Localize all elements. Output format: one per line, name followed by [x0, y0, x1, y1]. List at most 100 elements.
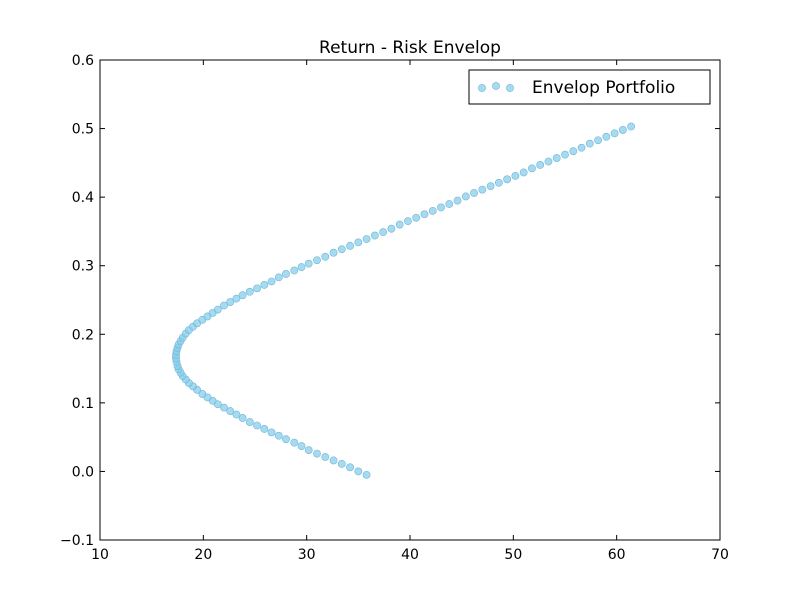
- y-tick-label: −0.1: [60, 533, 94, 549]
- data-point: [245, 287, 254, 296]
- data-point: [346, 463, 354, 472]
- data-point: [404, 217, 412, 226]
- x-tick-label: 10: [91, 547, 109, 563]
- data-point: [445, 200, 454, 208]
- legend-marker: [506, 84, 514, 92]
- data-point: [387, 224, 396, 233]
- data-point: [337, 245, 346, 254]
- x-tick-label: 40: [401, 547, 419, 563]
- data-point: [232, 294, 241, 303]
- data-point: [267, 428, 276, 437]
- data-point: [552, 154, 561, 162]
- data-point: [220, 403, 228, 412]
- y-tick-label: 0.0: [72, 464, 94, 480]
- y-tick-label: 0.2: [72, 327, 94, 343]
- data-point: [226, 407, 235, 415]
- y-tick-label: 0.5: [72, 122, 94, 138]
- y-tick-label: 0.1: [72, 396, 94, 412]
- x-tick-label: 50: [504, 547, 522, 563]
- data-point: [561, 150, 569, 159]
- data-point: [362, 470, 371, 479]
- y-tick-label: 0.6: [72, 53, 94, 69]
- x-tick-label: 20: [194, 547, 212, 563]
- data-point: [260, 425, 269, 433]
- data-point: [313, 449, 321, 458]
- data-point: [428, 206, 437, 215]
- data-point: [260, 281, 269, 289]
- data-point: [329, 456, 338, 465]
- legend-marker-group: [478, 82, 514, 92]
- axis-ticks: 10 20 30 40 50 60 70 −0.1 0.0 0.1 0.2 0.3 0.4 0.5 0.6: [60, 53, 729, 563]
- data-point: [461, 192, 470, 201]
- data-point: [470, 189, 478, 197]
- data-point: [494, 178, 503, 187]
- data-point: [585, 139, 594, 148]
- data-point: [602, 132, 611, 141]
- data-point: [321, 252, 330, 261]
- x-tick-label: 60: [608, 547, 626, 563]
- data-point: [503, 175, 512, 184]
- data-point: [238, 291, 247, 300]
- x-tick-label: 70: [711, 547, 729, 563]
- data-point: [304, 446, 313, 455]
- data-point: [238, 414, 247, 422]
- plot-frame: [99, 59, 721, 541]
- data-point: [519, 168, 528, 177]
- legend-marker: [478, 84, 486, 92]
- data-point: [370, 231, 379, 240]
- data-point: [627, 122, 636, 131]
- data-point: [536, 161, 545, 169]
- data-point: [232, 410, 241, 419]
- data-points: [172, 122, 636, 479]
- data-point: [198, 390, 207, 398]
- data-point: [290, 438, 299, 447]
- data-point: [528, 164, 536, 173]
- data-point: [304, 259, 313, 268]
- data-point: [395, 220, 404, 229]
- data-point: [478, 185, 487, 194]
- data-point: [297, 263, 306, 271]
- data-point: [362, 235, 371, 243]
- y-tick-label: 0.3: [72, 259, 94, 275]
- data-point: [253, 284, 261, 293]
- data-point: [544, 157, 553, 166]
- data-point: [290, 266, 299, 275]
- data-point: [437, 203, 445, 212]
- data-point: [511, 171, 520, 180]
- data-point: [486, 182, 495, 191]
- data-point: [420, 210, 429, 219]
- data-point: [346, 241, 354, 250]
- data-point: [354, 467, 363, 476]
- data-point: [226, 298, 235, 306]
- data-point: [337, 459, 346, 468]
- data-point: [329, 248, 338, 257]
- data-point: [618, 126, 627, 134]
- data-point: [379, 228, 388, 237]
- data-point: [274, 273, 283, 282]
- data-point: [412, 213, 421, 222]
- data-point: [453, 196, 462, 205]
- data-point: [253, 421, 261, 430]
- data-point: [313, 256, 321, 265]
- data-point: [577, 143, 586, 152]
- data-point: [282, 270, 290, 278]
- chart-title: Return - Risk Envelop: [319, 38, 501, 58]
- data-point: [297, 442, 306, 450]
- data-point: [354, 238, 363, 247]
- y-tick-label: 0.4: [72, 190, 94, 206]
- legend: Envelop Portfolio: [468, 69, 711, 105]
- legend-label: Envelop Portfolio: [532, 78, 675, 98]
- data-point: [321, 453, 330, 461]
- legend-marker: [492, 82, 500, 90]
- data-point: [245, 418, 254, 426]
- data-point: [220, 301, 228, 310]
- data-point: [569, 147, 578, 156]
- x-tick-label: 30: [298, 547, 316, 563]
- data-point: [282, 435, 290, 444]
- data-point: [610, 129, 619, 138]
- data-point: [594, 136, 602, 145]
- data-point: [274, 431, 283, 440]
- data-point: [213, 305, 222, 314]
- data-point: [267, 277, 276, 286]
